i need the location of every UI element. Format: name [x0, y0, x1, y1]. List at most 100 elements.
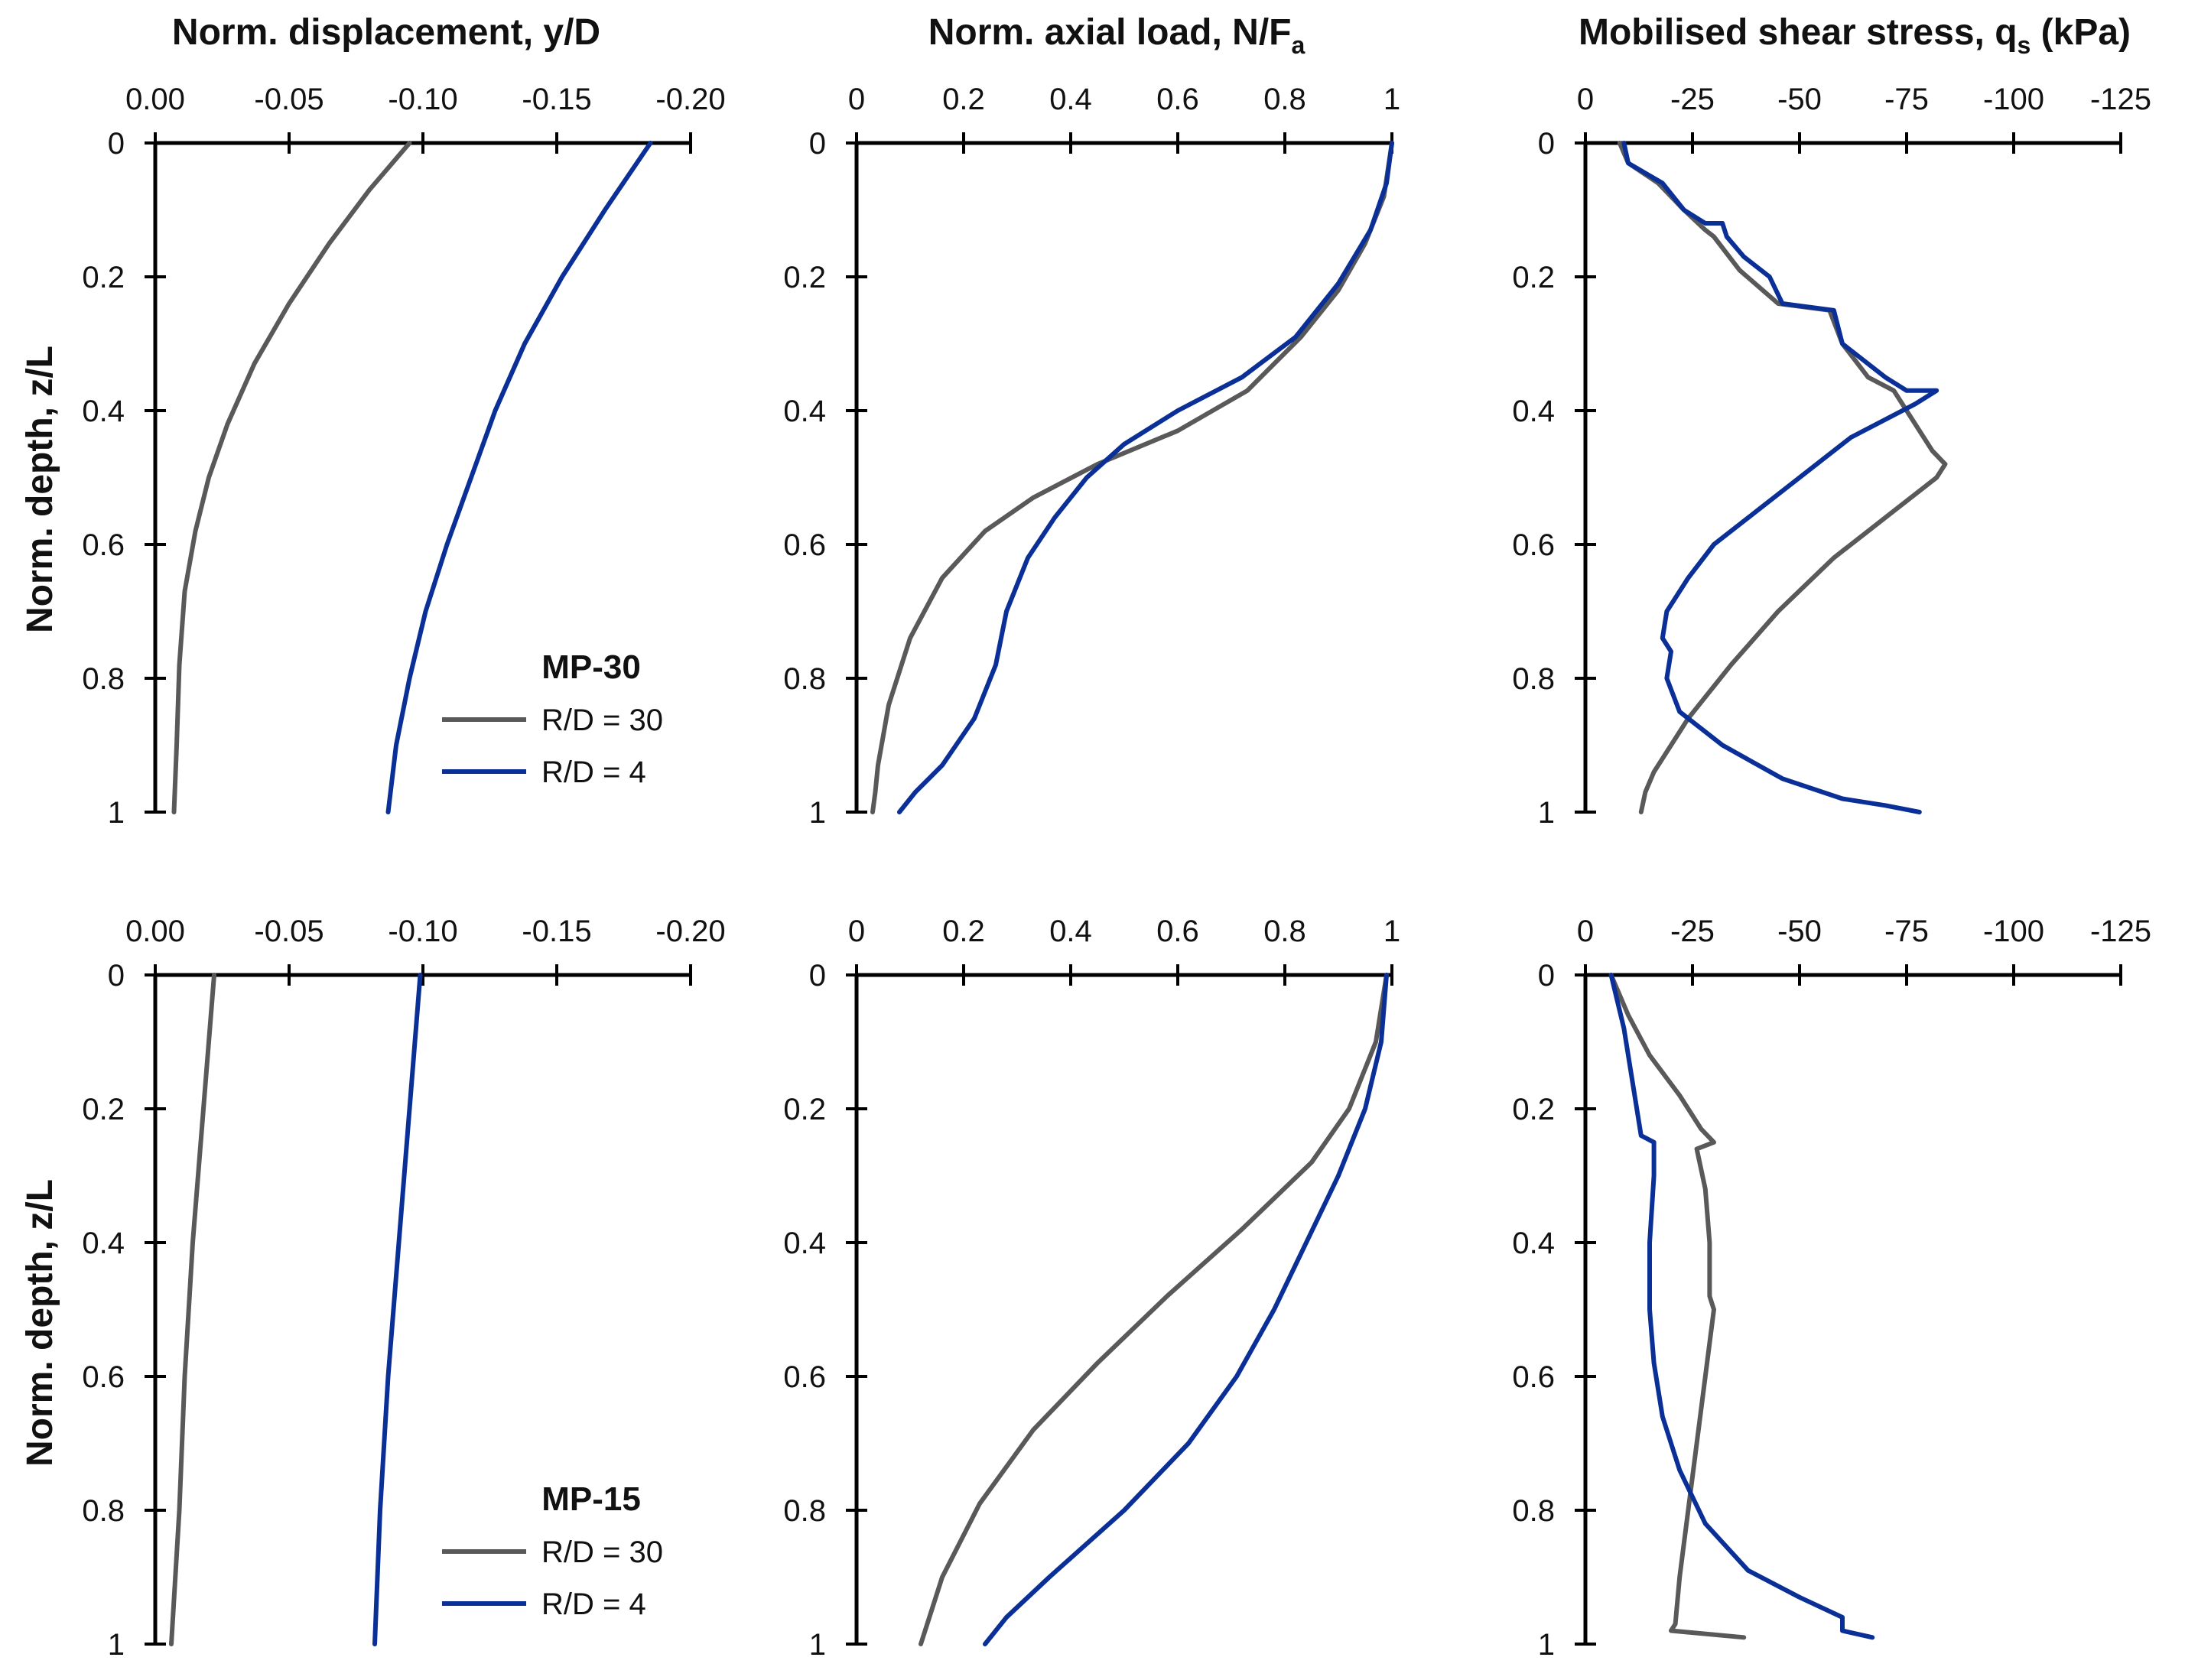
y-tick-label: 0.8 — [1512, 662, 1555, 696]
panel-mp15-displacement: 0.00 -0.05 -0.10 -0.15 -0.20 0 0.2 0.4 0.6 0.8 1 MP… — [82, 915, 725, 1662]
y-tick-label: 0.2 — [783, 261, 826, 294]
x-tick-label: -25 — [1670, 83, 1715, 116]
x-tick-label: -50 — [1777, 83, 1822, 116]
y-tick-label: 0.6 — [1512, 1360, 1555, 1394]
series-rd4-line — [385, 141, 653, 814]
x-tick-label: 0.2 — [942, 83, 985, 116]
x-tick-label: 0.00 — [125, 915, 185, 948]
x-tick-label: -0.05 — [254, 915, 324, 948]
title-displacement: Norm. displacement, y/D — [172, 12, 600, 53]
x-tick-label: -0.10 — [388, 83, 457, 116]
panel-mp30-displacement: 0.00 -0.05 -0.10 -0.15 -0.20 0 0.2 0.4 0.6 0.8 1 MP… — [82, 83, 725, 830]
series-rd4-line — [1608, 973, 1875, 1640]
y-tick-label: 1 — [809, 796, 826, 830]
y-tick-label: 0.4 — [1512, 1227, 1555, 1260]
title-axial-main: Norm. axial load, N/F — [928, 12, 1292, 53]
x-tick-label: 0.00 — [125, 83, 185, 116]
title-shear-unit: (kPa) — [2031, 12, 2131, 53]
series-rd4-line — [897, 141, 1394, 814]
y-tick-label: 0.2 — [82, 1093, 125, 1126]
y-tick-label: 0 — [1538, 127, 1555, 161]
x-tick-label: -100 — [1983, 915, 2044, 948]
y-tick-label: 0.4 — [783, 395, 826, 428]
y-tick-label: 0 — [108, 127, 125, 161]
y-tick-label: 0.6 — [1512, 528, 1555, 562]
y-tick-label: 0.2 — [783, 1093, 826, 1126]
series-rd30-line — [169, 973, 216, 1646]
x-tick-label: 0.2 — [942, 915, 985, 948]
y-tick-label: 0.6 — [82, 528, 125, 562]
y-tick-label: 0 — [809, 959, 826, 993]
title-axial-subscript: a — [1291, 31, 1305, 59]
x-tick-label: -0.05 — [254, 83, 324, 116]
y-tick-label: 1 — [108, 1628, 125, 1662]
x-tick-label: 0.6 — [1156, 83, 1199, 116]
y-tick-label: 0.4 — [82, 395, 125, 428]
y-tick-label: 0.8 — [783, 1494, 826, 1528]
x-tick-label: -125 — [2090, 915, 2151, 948]
x-tick-label: -75 — [1884, 83, 1929, 116]
x-tick-label: -0.20 — [655, 915, 725, 948]
y-tick-label: 0.6 — [82, 1360, 125, 1394]
legend: MP-15 R/D = 30 R/D = 4 — [442, 1480, 663, 1621]
x-tick-label: 0 — [1577, 83, 1594, 116]
x-tick-label: 0.6 — [1156, 915, 1199, 948]
title-shear-main: Mobilised shear stress, q — [1579, 12, 2018, 53]
x-tick-label: 0.8 — [1263, 83, 1306, 116]
y-tick-label: 0.8 — [82, 1494, 125, 1528]
x-tick-label: 1 — [1384, 915, 1400, 948]
y-tick-label: 0.4 — [82, 1227, 125, 1260]
panel-mp15-axial: 0 0.2 0.4 0.6 0.8 1 0 0.2 0.4 0.6 0.8 1 — [783, 915, 1400, 1662]
y-tick-label: 1 — [809, 1628, 826, 1662]
y-tick-label: 0.4 — [783, 1227, 826, 1260]
y-tick-label: 0.8 — [1512, 1494, 1555, 1528]
panel-mp30-axial: 0 0.2 0.4 0.6 0.8 1 0 0.2 0.4 0.6 0.8 1 — [783, 83, 1400, 830]
legend-label: R/D = 4 — [541, 756, 646, 789]
x-tick-label: 0 — [848, 915, 865, 948]
series-rd30-line — [919, 973, 1389, 1646]
y-tick-label: 1 — [1538, 796, 1555, 830]
x-tick-label: -0.15 — [522, 915, 591, 948]
legend: MP-30 R/D = 30 R/D = 4 — [442, 648, 663, 789]
y-tick-label: 1 — [1538, 1628, 1555, 1662]
series-rd30-line — [171, 141, 412, 814]
y-title-mp15: Norm. depth, z/L — [20, 1179, 60, 1467]
y-title-mp30: Norm. depth, z/L — [20, 346, 60, 633]
legend-title: MP-30 — [541, 648, 641, 686]
legend-label: R/D = 30 — [541, 1535, 663, 1569]
x-tick-label: 0 — [1577, 915, 1594, 948]
series-rd30-line — [1617, 141, 1948, 814]
y-tick-label: 0.2 — [1512, 261, 1555, 294]
y-tick-label: 1 — [108, 796, 125, 830]
title-shear-subscript: s — [2018, 31, 2031, 59]
legend-label: R/D = 30 — [541, 704, 663, 737]
title-shear-stress: Mobilised shear stress, qs (kPa) — [1579, 12, 2131, 59]
x-tick-label: -0.10 — [388, 915, 457, 948]
y-tick-label: 0.2 — [1512, 1093, 1555, 1126]
series-rd4-line — [1621, 141, 1940, 814]
y-tick-label: 0.8 — [82, 662, 125, 696]
x-tick-label: 0.8 — [1263, 915, 1306, 948]
x-tick-label: -0.20 — [655, 83, 725, 116]
y-tick-label: 0.4 — [1512, 395, 1555, 428]
x-tick-label: -0.15 — [522, 83, 591, 116]
series-rd30-line — [870, 141, 1394, 814]
chart-panels: 0.00 -0.05 -0.10 -0.15 -0.20 0 0.2 0.4 0.6 0.8 1 MP… — [82, 83, 2151, 1662]
y-tick-label: 0.2 — [82, 261, 125, 294]
y-tick-label: 0 — [1538, 959, 1555, 993]
x-tick-label: -50 — [1777, 915, 1822, 948]
x-tick-label: -125 — [2090, 83, 2151, 116]
panel-mp15-shear: 0 -25 -50 -75 -100 -125 0 0.2 0.4 0.6 0.8 1 — [1512, 915, 2151, 1662]
x-tick-label: -25 — [1670, 915, 1715, 948]
series-rd30-line — [1608, 973, 1747, 1640]
x-tick-label: 0 — [848, 83, 865, 116]
x-tick-label: -100 — [1983, 83, 2044, 116]
legend-title: MP-15 — [541, 1480, 641, 1518]
x-tick-label: 1 — [1384, 83, 1400, 116]
x-tick-label: 0.4 — [1049, 915, 1092, 948]
y-tick-label: 0.6 — [783, 1360, 826, 1394]
legend-label: R/D = 4 — [541, 1587, 646, 1621]
y-tick-label: 0.6 — [783, 528, 826, 562]
series-rd4-line — [983, 973, 1389, 1646]
